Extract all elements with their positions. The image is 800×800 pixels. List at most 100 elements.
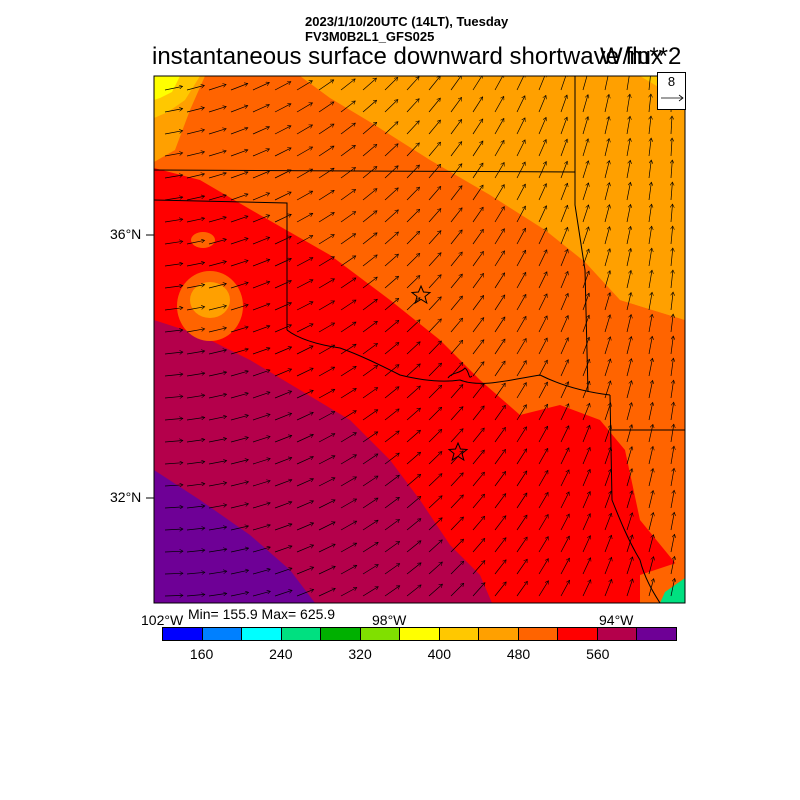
wind-arrow — [582, 403, 590, 421]
wind-arrow — [186, 85, 204, 91]
station-marker-south — [447, 441, 469, 462]
wind-arrow — [538, 228, 547, 245]
wind-arrow — [340, 256, 356, 267]
wind-arrow — [472, 296, 484, 311]
wind-arrow — [164, 396, 183, 398]
wind-arrow — [252, 149, 270, 157]
wind-arrow — [648, 292, 652, 311]
wind-arrow — [384, 519, 400, 531]
wind-arrow — [164, 330, 183, 332]
wind-arrow — [472, 538, 485, 553]
wind-arrow — [274, 391, 292, 399]
wind-arrow — [428, 120, 441, 135]
wind-arrow — [274, 82, 291, 91]
wind-arrow — [252, 591, 270, 597]
wind-arrow — [428, 429, 442, 443]
wind-arrow — [472, 561, 485, 575]
map-frame — [153, 75, 686, 604]
wind-arrow — [230, 305, 248, 311]
wind-arrow — [340, 477, 357, 487]
wind-arrow — [406, 231, 420, 245]
wind-arrow — [648, 138, 651, 157]
wind-arrow — [560, 558, 570, 575]
wind-arrow — [164, 241, 183, 245]
wind-arrow — [626, 248, 631, 267]
wind-arrow — [252, 348, 270, 355]
wind-arrow — [164, 573, 183, 574]
wind-arrow — [472, 251, 484, 267]
wind-arrow — [516, 537, 527, 553]
wind-arrow — [362, 454, 378, 465]
wind-arrow — [604, 94, 609, 113]
wind-arrow — [164, 595, 183, 596]
wind-arrow — [318, 478, 335, 487]
wind-arrow — [626, 403, 632, 421]
wind-arrow — [450, 186, 462, 201]
wind-arrow — [604, 425, 611, 443]
wind-arrow — [494, 76, 504, 91]
wind-arrow — [164, 153, 183, 157]
colorbar-tick-label: 560 — [586, 646, 610, 662]
wind-arrow — [208, 571, 227, 575]
colorbar — [162, 627, 677, 641]
wind-arrow — [450, 429, 463, 443]
wind-arrow — [582, 117, 588, 135]
wind-arrow — [670, 578, 675, 597]
wind-arrow — [450, 539, 464, 553]
wind-arrow — [406, 187, 420, 201]
wind-arrow — [560, 183, 568, 201]
wind-arrow — [164, 219, 183, 223]
wind-arrow — [164, 286, 183, 289]
wind-arrow — [252, 304, 270, 311]
wind-arrow — [472, 340, 484, 355]
wind-arrow — [671, 292, 673, 311]
wind-arrow — [384, 431, 399, 443]
wind-arrow — [164, 463, 183, 464]
wind-arrow — [560, 492, 569, 509]
wind-arrow — [384, 188, 398, 201]
wind-arrow — [494, 427, 506, 443]
wind-arrow — [450, 495, 463, 509]
wind-arrow — [164, 175, 183, 179]
colorbar-cell — [242, 628, 282, 640]
wind-arrow — [450, 561, 464, 575]
wind-arrow — [186, 329, 205, 333]
wind-arrow — [560, 360, 568, 377]
wind-arrow — [450, 76, 462, 91]
wind-arrow — [626, 425, 632, 443]
reference-arrow-icon — [661, 94, 684, 102]
wind-arrow — [560, 293, 568, 311]
wind-arrow — [648, 513, 653, 531]
wind-arrow — [649, 116, 651, 135]
wind-arrow — [406, 519, 421, 531]
wind-arrow — [362, 476, 378, 487]
wind-arrow — [252, 171, 270, 179]
wind-arrow — [428, 341, 442, 355]
wind-arrow — [274, 436, 292, 443]
wind-arrow — [428, 297, 441, 311]
wind-arrow — [230, 106, 248, 113]
wind-arrow — [186, 594, 205, 596]
wind-arrow — [604, 557, 612, 575]
wind-arrow — [296, 589, 314, 597]
wind-arrow — [450, 164, 462, 179]
wind-arrow — [670, 424, 674, 443]
wind-arrow — [450, 252, 462, 267]
wind-arrow — [252, 392, 270, 399]
wind-arrow — [318, 278, 335, 289]
wind-arrow — [604, 76, 609, 91]
wind-arrow — [472, 229, 483, 245]
wind-arrow — [208, 284, 226, 289]
lon-label-94w: 94°W — [599, 612, 634, 628]
wind-arrow — [406, 121, 419, 135]
wind-arrow — [340, 499, 357, 509]
reference-vector-box: 8 — [657, 72, 686, 110]
wind-arrow — [604, 359, 611, 377]
wind-arrow — [582, 139, 588, 157]
wind-arrow — [340, 234, 356, 245]
lat-label-32n: 32°N — [110, 489, 142, 505]
wind-arrow — [516, 316, 526, 333]
wind-arrow — [516, 559, 527, 575]
wind-arrow — [340, 588, 357, 597]
wind-arrow — [604, 381, 611, 399]
